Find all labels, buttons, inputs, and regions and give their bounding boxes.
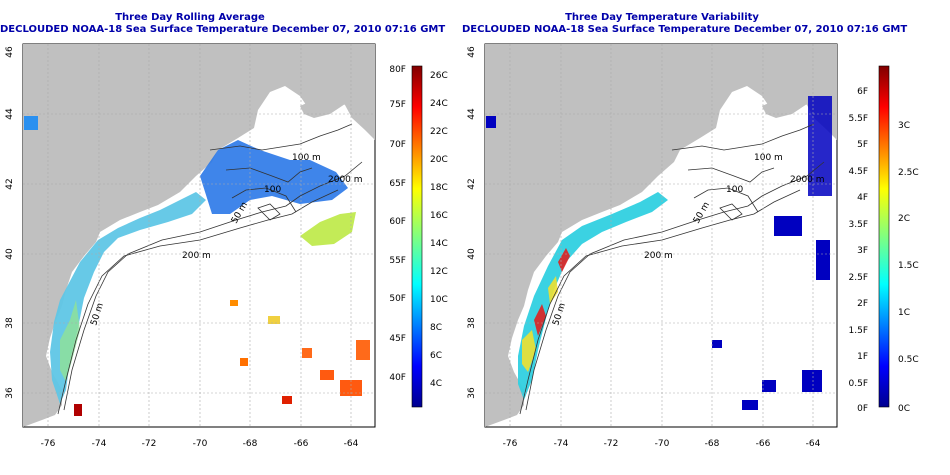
- left-land-mainland: [23, 44, 375, 427]
- right-land-mainland: [485, 44, 837, 427]
- left-contour-label-2000m: 2000 m: [328, 175, 363, 185]
- left-colorbar-f-label: 80F: [389, 65, 406, 75]
- right-colorbar-f-label: 1.5F: [849, 326, 869, 336]
- left-y-tick: 40: [5, 248, 15, 260]
- right-colorbar-c-label: 1.5C: [898, 261, 919, 271]
- left-contour-label-100m: 100 m: [292, 153, 321, 163]
- left-sst-ns-patch: [24, 116, 38, 130]
- right-colorbar-c-label: 2.5C: [898, 168, 919, 178]
- right-title-line2: DECLOUDED NOAA-18 Sea Surface Temperatur…: [462, 24, 908, 35]
- right-colorbar-f-label: 1F: [857, 352, 868, 362]
- right-contour-label-100m: 100 m: [754, 153, 783, 163]
- right-y-tick: 36: [467, 387, 477, 399]
- right-colorbar-c-label: 0.5C: [898, 355, 919, 365]
- right-colorbar-c-label: 1C: [898, 308, 910, 318]
- left-colorbar-c-label: 18C: [430, 183, 448, 193]
- left-x-tick: -72: [142, 439, 157, 449]
- right-colorbar-f-label: 4F: [857, 193, 868, 203]
- right-colorbar: [878, 65, 890, 408]
- left-y-tick: 36: [5, 387, 15, 399]
- left-y-tick: 38: [5, 317, 15, 329]
- left-contour-label-100: 100: [264, 185, 281, 195]
- right-colorbar-c-label: 3C: [898, 121, 910, 131]
- left-colorbar: [411, 65, 423, 408]
- right-x-tick: -76: [503, 439, 518, 449]
- right-contour-label-100: 100: [726, 185, 743, 195]
- right-y-tick: 38: [467, 317, 477, 329]
- left-sst-offshore: [300, 212, 356, 246]
- right-var-warm-band: [522, 276, 558, 372]
- left-grid: [23, 44, 375, 427]
- right-contour-label-2000m: 2000 m: [790, 175, 825, 185]
- right-x-tick: -68: [705, 439, 720, 449]
- left-land-novascotia: [300, 76, 360, 118]
- left-map-figure: 100 m 2000 m 100 50 m 200 m 50 m -76 -74…: [5, 43, 448, 449]
- left-colorbar-f-label: 40F: [389, 373, 406, 383]
- right-colorbar-f-label: 4.5F: [849, 167, 869, 177]
- left-colorbar-c-label: 14C: [430, 239, 448, 249]
- left-x-tick: -66: [294, 439, 309, 449]
- left-isobaths: [57, 123, 363, 415]
- left-colorbar-f-label: 45F: [389, 334, 406, 344]
- left-colorbar-c-label: 10C: [430, 295, 448, 305]
- left-contour-label-200m: 200 m: [182, 251, 211, 261]
- right-colorbar-c-label: 2C: [898, 214, 910, 224]
- left-colorbar-c-label: 12C: [430, 267, 448, 277]
- left-colorbar-c-label: 22C: [430, 127, 448, 137]
- right-grid: [485, 44, 837, 427]
- left-colorbar-f-label: 65F: [389, 179, 406, 189]
- right-y-tick: 46: [467, 46, 477, 58]
- left-colorbar-f-label: 75F: [389, 100, 406, 110]
- right-colorbar-f-label: 5F: [857, 140, 868, 150]
- left-x-tick: -76: [41, 439, 56, 449]
- left-x-tick: -64: [344, 439, 359, 449]
- right-colorbar-f-label: 5.5F: [849, 114, 869, 124]
- left-sst-shelf: [60, 300, 80, 382]
- left-colorbar-c-label: 4C: [430, 379, 442, 389]
- left-y-tick: 46: [5, 46, 15, 58]
- right-colorbar-c-label: 0C: [898, 404, 910, 414]
- right-x-tick: -64: [806, 439, 821, 449]
- right-colorbar-f-label: 2.5F: [849, 273, 869, 283]
- right-var-coastal-band: [518, 192, 668, 400]
- left-colorbar-c-label: 8C: [430, 323, 442, 333]
- left-title-line2: DECLOUDED NOAA-18 Sea Surface Temperatur…: [0, 24, 446, 35]
- right-y-tick: 42: [467, 178, 477, 189]
- left-title-line1: Three Day Rolling Average: [115, 12, 265, 23]
- right-y-tick: 44: [467, 108, 477, 120]
- right-colorbar-f-label: 3.5F: [849, 220, 869, 230]
- left-colorbar-c-label: 16C: [430, 211, 448, 221]
- right-x-tick: -66: [756, 439, 771, 449]
- right-colorbar-f-label: 3F: [857, 246, 868, 256]
- right-colorbar-f-label: 0.5F: [849, 379, 869, 389]
- right-y-tick: 40: [467, 248, 477, 260]
- right-x-tick: -72: [604, 439, 619, 449]
- left-warm-patches: [74, 300, 370, 416]
- right-var-low-patches: [486, 96, 832, 410]
- right-x-tick: -70: [655, 439, 670, 449]
- right-x-tick: -74: [554, 439, 569, 449]
- left-colorbar-f-label: 70F: [389, 140, 406, 150]
- right-colorbar-f-label: 0F: [857, 404, 868, 414]
- left-y-tick: 42: [5, 178, 15, 189]
- left-x-tick: -70: [193, 439, 208, 449]
- left-y-tick: 44: [5, 108, 15, 120]
- right-title-line1: Three Day Temperature Variability: [565, 12, 759, 23]
- left-x-tick: -68: [243, 439, 258, 449]
- right-map-figure: 100 m 2000 m 100 50 m 200 m 50 m -76 -74…: [467, 43, 919, 449]
- right-colorbar-f-label: 6F: [857, 87, 868, 97]
- right-colorbar-f-label: 2F: [857, 299, 868, 309]
- left-colorbar-c-label: 26C: [430, 71, 448, 81]
- left-x-tick: -74: [92, 439, 107, 449]
- right-land-novascotia: [762, 76, 822, 118]
- left-colorbar-c-label: 20C: [430, 155, 448, 165]
- left-colorbar-f-label: 55F: [389, 256, 406, 266]
- left-colorbar-f-label: 60F: [389, 217, 406, 227]
- left-colorbar-c-label: 6C: [430, 351, 442, 361]
- left-colorbar-c-label: 24C: [430, 99, 448, 109]
- right-var-hot-core: [534, 248, 570, 336]
- left-colorbar-f-label: 50F: [389, 294, 406, 304]
- right-contour-label-200m: 200 m: [644, 251, 673, 261]
